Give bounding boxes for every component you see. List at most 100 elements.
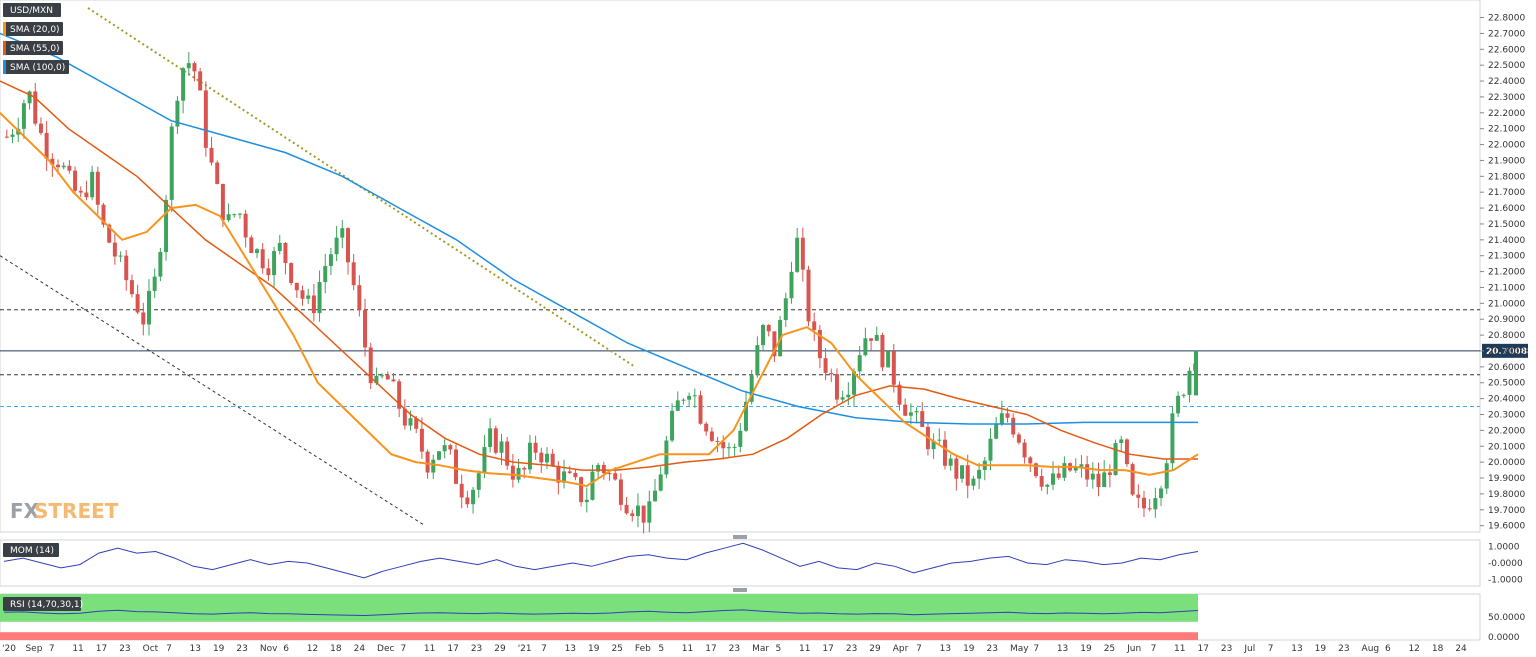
candle-body — [641, 505, 646, 523]
candle-body — [550, 453, 555, 466]
y-tick-label: 21.5000 — [1488, 220, 1525, 230]
candle-body — [334, 237, 339, 255]
candle-body — [880, 335, 885, 368]
downtrend-line-dotted — [87, 7, 636, 368]
candle-body — [27, 91, 32, 104]
x-tick-label: 24 — [354, 644, 366, 654]
rsi-line — [3, 609, 1199, 617]
x-tick-label: 13 — [1057, 644, 1068, 654]
x-tick-label: Feb — [635, 644, 651, 654]
candle-body — [1130, 464, 1135, 495]
x-tick-label: Jun — [1126, 644, 1141, 654]
logo-street: STREET — [34, 499, 119, 523]
candle-body — [863, 338, 868, 356]
candle-body — [789, 271, 794, 299]
candle-body — [829, 372, 834, 375]
candle-body — [340, 228, 345, 238]
legend-sma20[interactable]: SMA (20,0) — [3, 22, 63, 36]
candle-body — [687, 395, 692, 400]
y-tick-label: 21.9000 — [1488, 156, 1525, 166]
legend-sma55[interactable]: SMA (55,0) — [3, 41, 63, 55]
legend-tag-label: SMA (20,0) — [10, 25, 60, 35]
candle-body — [653, 490, 658, 502]
candle-body — [852, 371, 857, 395]
x-tick-label: 13 — [565, 644, 576, 654]
x-tick-label: 5 — [776, 644, 782, 654]
candle-body — [755, 345, 760, 376]
candle-body — [698, 395, 703, 424]
candle-body — [886, 351, 891, 368]
x-tick-label: 24 — [1455, 644, 1467, 654]
candle-body — [874, 335, 879, 341]
legend-tag-bg — [3, 597, 81, 611]
candle-body — [1016, 434, 1021, 443]
x-tick-label: 11 — [1174, 644, 1185, 654]
last-price-label: 20.70088 — [1486, 347, 1533, 357]
x-tick-label: 12 — [1408, 644, 1419, 654]
candle-body — [283, 243, 288, 264]
x-tick-label: 11 — [424, 644, 435, 654]
x-tick-label: 29 — [494, 644, 506, 654]
candle-body — [954, 458, 959, 479]
candle-body — [783, 298, 788, 320]
candle-body — [397, 381, 402, 409]
candle-body — [84, 192, 89, 198]
legend-rsi[interactable]: RSI (14,70,30,1) — [3, 597, 83, 611]
candle-body — [1005, 413, 1010, 418]
candle-body — [232, 214, 237, 216]
candle-body — [101, 204, 106, 225]
candle-body — [920, 411, 925, 427]
candle-body — [977, 469, 982, 479]
x-tick-label: '21 — [518, 644, 532, 654]
candle-body — [181, 68, 186, 101]
candle-body — [158, 252, 163, 277]
x-tick-label: 13 — [940, 644, 951, 654]
candle-body — [78, 190, 83, 193]
candle-body — [289, 263, 294, 283]
candle-body — [1090, 473, 1095, 480]
candle-body — [931, 440, 936, 450]
x-tick-label: 23 — [846, 644, 857, 654]
candle-body — [704, 423, 709, 432]
candle-body — [249, 237, 254, 254]
legend-sma100[interactable]: SMA (100,0) — [3, 60, 69, 74]
candle-body — [414, 418, 419, 429]
candle-body — [908, 412, 913, 416]
candle-body — [999, 413, 1004, 425]
rsi-oversold-band — [0, 632, 1198, 640]
candle-body — [1085, 464, 1090, 480]
candle-body — [1164, 463, 1169, 489]
candle-body — [465, 497, 470, 505]
candle-body — [1181, 394, 1186, 396]
mom-tick-label: -1.0000 — [1488, 575, 1523, 585]
candle-body — [90, 171, 95, 198]
legend[interactable]: USD/MXN SMA (20,0) SMA (55,0) SMA (100,0) MO… — [3, 3, 83, 611]
legend-mom[interactable]: MOM (14) — [3, 543, 59, 557]
candle-body — [243, 213, 248, 238]
candle-body — [1062, 463, 1067, 478]
x-tick-label: Apr — [893, 644, 909, 654]
candle-body — [516, 467, 521, 480]
legend-tag-label: SMA (100,0) — [10, 63, 65, 73]
legend-tag-bg — [3, 543, 59, 557]
candle-body — [965, 465, 970, 486]
legend-usdmxn[interactable]: USD/MXN — [3, 3, 61, 17]
legend-tag-label: MOM (14) — [10, 546, 54, 556]
x-tick-label: 17 — [1197, 644, 1208, 654]
candle-body — [374, 375, 379, 384]
x-tick-label: 23 — [1221, 644, 1232, 654]
panel-resize-handle — [733, 588, 747, 592]
candle-body — [1051, 473, 1056, 485]
candle-body — [823, 358, 828, 373]
candle-body — [419, 428, 424, 452]
candle-body — [306, 295, 311, 299]
x-tick-label: 18 — [330, 644, 342, 654]
horizontal-levels: 20.70088 — [0, 309, 1533, 408]
candle-body — [44, 132, 49, 159]
candle-body — [658, 474, 663, 491]
candle-body — [482, 447, 487, 474]
candle-body — [533, 442, 538, 453]
x-tick-label: Sep — [25, 644, 42, 654]
candle-body — [960, 465, 965, 479]
y-tick-label: 22.5000 — [1488, 61, 1525, 71]
